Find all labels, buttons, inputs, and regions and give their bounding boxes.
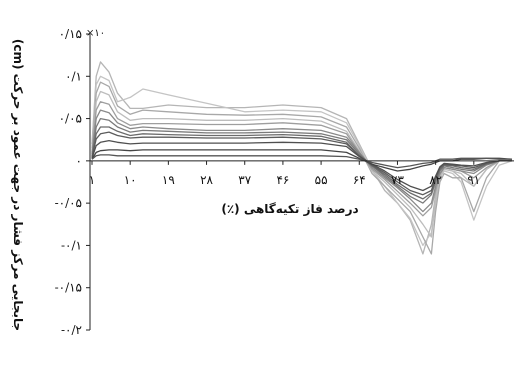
- x-tick-label: ۵۵: [315, 173, 328, 187]
- y-tick-label: ۰/۰۵: [59, 112, 82, 126]
- x-tick-label: ۷۳: [391, 173, 404, 187]
- x-tick-label: ۸۲: [429, 173, 442, 187]
- y-axis-title: جابجایی مرکز فشار در جهت عمود بر حرکت (c…: [10, 39, 25, 331]
- x-tick-label: ۳۷: [238, 173, 251, 187]
- series-line-9: [91, 131, 512, 196]
- x-tick-label: ۴۶: [276, 173, 289, 187]
- y-tick-label: -۰/۱۵: [55, 281, 82, 295]
- x-tick-label: ۲۸: [200, 173, 213, 187]
- series-layer: [91, 61, 513, 255]
- x-tick-label: ۱۹: [162, 173, 175, 187]
- x-tick-label: ۹۱: [467, 173, 480, 187]
- axes-layer: [89, 34, 514, 330]
- ticks-layer: ۱ ۱۰ ۱۹ ۲۸ ۳۷ ۴۶ ۵۵ ۶۴ ۷۳ ۸۲ ۹۱ ۰/۱۵ ۰/۱ ۰/۰۵ ۰ -۰/۰۵ -۰…: [55, 27, 481, 337]
- x-tick-label: ۶۴: [353, 173, 366, 187]
- y-tick-label: -۰/۰۵: [55, 196, 82, 210]
- x-tick-label: ۱: [89, 173, 95, 187]
- series-line-1: [91, 61, 512, 255]
- series-line-8: [91, 126, 512, 200]
- y-tick-label: ۰/۱۵: [59, 27, 82, 41]
- y-tick-label: -۰/۲: [61, 323, 82, 337]
- series-line-12: [91, 154, 512, 169]
- x-tick-label: ۱۰: [124, 173, 137, 187]
- series-line-3: [91, 81, 512, 255]
- series-line-6: [91, 109, 512, 213]
- y-tick-label: -۰/۱: [61, 238, 82, 252]
- x-axis-title: درصد فاز تکیه‌گاهی (٪): [221, 202, 358, 216]
- y-multiplier-label: ×۱۰: [86, 28, 105, 39]
- series-line-4: [91, 90, 512, 238]
- series-line-11: [91, 149, 513, 172]
- y-tick-label: ۰: [76, 154, 82, 168]
- y-tick-label: ۰/۱: [65, 69, 82, 83]
